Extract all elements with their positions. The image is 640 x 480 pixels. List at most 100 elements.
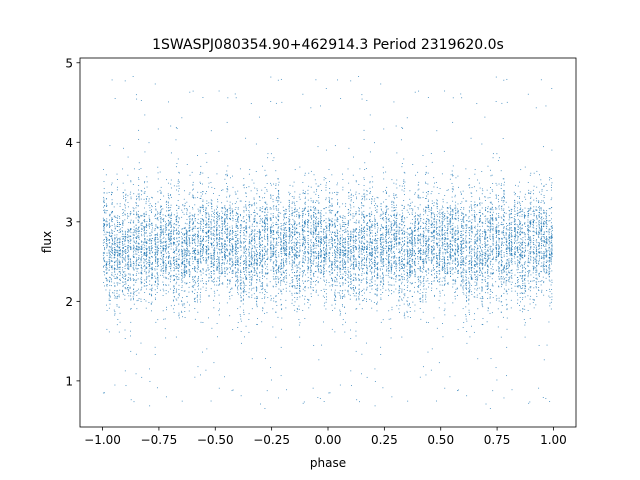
data-point <box>111 235 113 237</box>
data-point <box>231 243 233 245</box>
data-point <box>237 269 239 271</box>
data-point <box>138 255 140 257</box>
data-point <box>127 201 129 203</box>
data-point <box>218 150 220 152</box>
data-point <box>253 256 255 258</box>
data-point <box>235 264 237 265</box>
data-point <box>229 242 231 244</box>
data-point <box>119 271 121 273</box>
data-point <box>116 257 118 259</box>
data-point <box>132 234 134 236</box>
data-point <box>165 238 167 240</box>
data-point <box>122 247 123 249</box>
data-point <box>116 236 118 238</box>
data-point <box>181 255 183 257</box>
data-point <box>162 208 164 210</box>
data-point <box>243 255 245 257</box>
data-point <box>157 279 159 281</box>
data-point <box>202 219 204 221</box>
data-point <box>278 266 280 268</box>
data-point <box>227 186 229 188</box>
data-point <box>145 198 147 199</box>
data-point <box>217 217 219 219</box>
data-point <box>267 248 269 250</box>
data-point <box>136 98 138 100</box>
data-point <box>206 247 208 248</box>
data-point <box>214 214 216 216</box>
data-point <box>243 211 245 213</box>
data-point <box>206 226 208 228</box>
data-point <box>156 249 158 251</box>
data-point <box>154 240 156 242</box>
data-point <box>106 272 108 273</box>
data-point <box>277 316 279 318</box>
data-point <box>102 217 104 219</box>
data-point <box>282 288 284 290</box>
data-point <box>256 255 258 257</box>
data-point <box>183 208 185 210</box>
data-point <box>133 298 134 299</box>
data-point <box>197 218 199 220</box>
data-point <box>254 260 256 261</box>
data-point <box>222 259 224 261</box>
data-point <box>213 216 215 218</box>
data-point <box>146 255 147 256</box>
data-point <box>182 316 184 318</box>
data-point <box>183 255 185 257</box>
data-point <box>154 228 156 230</box>
data-point <box>124 231 126 233</box>
data-point <box>116 296 118 297</box>
data-point <box>248 254 250 256</box>
data-point <box>122 223 124 225</box>
data-point <box>103 258 105 260</box>
data-point <box>157 264 159 266</box>
data-point <box>205 270 207 272</box>
data-point <box>278 256 280 258</box>
data-point <box>273 231 275 233</box>
data-point <box>221 266 223 268</box>
data-point <box>128 267 130 269</box>
data-point <box>224 208 226 210</box>
data-point <box>133 291 135 293</box>
data-point <box>117 255 119 257</box>
data-point <box>267 259 268 260</box>
data-point <box>281 303 283 305</box>
data-point <box>135 267 137 269</box>
data-point <box>260 251 261 253</box>
data-point <box>154 297 156 299</box>
data-point <box>192 285 194 287</box>
data-point <box>270 248 272 250</box>
data-point <box>280 241 282 243</box>
data-point <box>197 278 199 280</box>
data-point <box>264 234 265 236</box>
data-point <box>267 233 268 235</box>
data-point <box>210 263 212 265</box>
data-point <box>200 271 202 273</box>
data-point <box>169 275 171 277</box>
data-point <box>255 249 257 251</box>
data-point <box>181 272 183 274</box>
data-point <box>245 284 247 286</box>
data-point <box>213 220 215 221</box>
data-point <box>264 264 266 266</box>
data-point <box>256 290 257 292</box>
data-point <box>117 238 119 239</box>
data-point <box>232 239 234 240</box>
data-point <box>245 256 247 258</box>
data-point <box>202 250 204 252</box>
data-point <box>210 276 212 278</box>
data-point <box>176 240 178 242</box>
data-point <box>140 251 142 253</box>
data-point <box>194 266 196 268</box>
data-point <box>251 266 253 268</box>
data-point <box>283 247 285 249</box>
data-point <box>103 261 105 263</box>
data-point <box>109 253 111 255</box>
data-point <box>166 247 167 249</box>
data-point <box>259 246 261 247</box>
data-point <box>269 247 271 249</box>
data-point <box>141 215 143 217</box>
data-point <box>214 250 216 252</box>
data-point <box>192 207 194 208</box>
data-point <box>188 226 190 228</box>
